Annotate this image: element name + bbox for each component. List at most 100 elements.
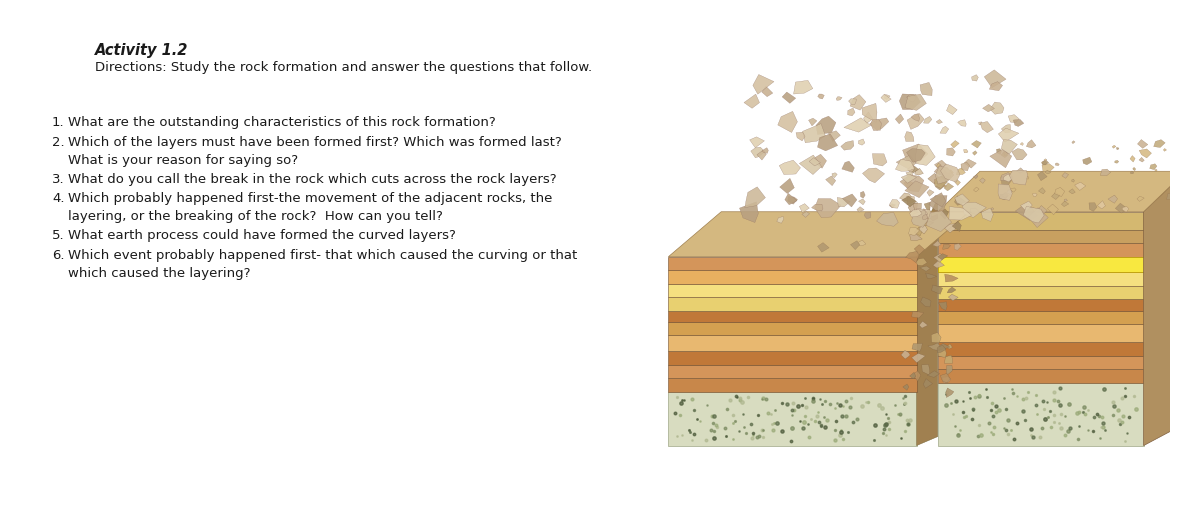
Polygon shape	[905, 181, 929, 198]
Polygon shape	[817, 94, 824, 99]
Polygon shape	[935, 160, 947, 170]
Polygon shape	[901, 196, 917, 207]
Polygon shape	[937, 356, 1144, 369]
Polygon shape	[926, 190, 934, 196]
Polygon shape	[1115, 160, 1118, 163]
Polygon shape	[932, 261, 944, 268]
Polygon shape	[899, 94, 920, 109]
Polygon shape	[931, 332, 941, 343]
Polygon shape	[950, 141, 959, 148]
Polygon shape	[919, 224, 928, 234]
Polygon shape	[946, 388, 954, 398]
Polygon shape	[973, 187, 979, 192]
Polygon shape	[935, 176, 947, 186]
Polygon shape	[937, 299, 1144, 311]
Polygon shape	[908, 227, 919, 236]
Polygon shape	[912, 312, 924, 318]
Polygon shape	[944, 183, 954, 191]
Polygon shape	[938, 343, 949, 350]
Polygon shape	[914, 227, 922, 236]
Polygon shape	[1038, 209, 1044, 214]
Polygon shape	[1009, 170, 1027, 185]
Polygon shape	[910, 234, 923, 241]
Polygon shape	[1170, 140, 1181, 148]
Polygon shape	[983, 104, 995, 112]
Polygon shape	[816, 116, 836, 134]
Text: What is your reason for saying so?: What is your reason for saying so?	[68, 154, 298, 167]
Polygon shape	[1028, 208, 1049, 227]
Polygon shape	[972, 151, 977, 155]
Polygon shape	[1166, 193, 1177, 199]
Polygon shape	[836, 97, 842, 101]
Polygon shape	[947, 344, 953, 349]
Polygon shape	[980, 122, 994, 133]
Polygon shape	[962, 202, 986, 218]
Text: which caused the layering?: which caused the layering?	[68, 267, 251, 280]
Polygon shape	[1000, 194, 1007, 200]
Polygon shape	[971, 208, 979, 215]
Polygon shape	[908, 202, 918, 212]
Polygon shape	[1051, 192, 1060, 199]
Polygon shape	[901, 351, 911, 359]
Polygon shape	[943, 244, 950, 249]
Polygon shape	[896, 155, 916, 169]
Polygon shape	[941, 374, 950, 383]
Polygon shape	[1075, 182, 1086, 191]
Polygon shape	[668, 284, 917, 297]
Polygon shape	[964, 159, 977, 168]
Polygon shape	[942, 377, 950, 382]
Text: What do you call the break in the rock which cuts across the rock layers?: What do you call the break in the rock w…	[68, 173, 557, 186]
Polygon shape	[941, 164, 960, 182]
Polygon shape	[920, 266, 930, 271]
Polygon shape	[1002, 193, 1008, 197]
Polygon shape	[848, 99, 857, 105]
Polygon shape	[1139, 149, 1152, 158]
Polygon shape	[668, 212, 970, 257]
Text: Activity 1.2: Activity 1.2	[95, 43, 188, 58]
Polygon shape	[936, 163, 941, 168]
Polygon shape	[757, 151, 767, 160]
Polygon shape	[1038, 205, 1048, 215]
Polygon shape	[876, 213, 899, 226]
Polygon shape	[1032, 208, 1034, 210]
Polygon shape	[952, 221, 961, 231]
Polygon shape	[946, 365, 953, 376]
Polygon shape	[947, 148, 955, 156]
Polygon shape	[1001, 173, 1013, 181]
Polygon shape	[889, 199, 900, 208]
Polygon shape	[796, 132, 805, 141]
Polygon shape	[828, 131, 840, 142]
Polygon shape	[817, 243, 829, 252]
Polygon shape	[1115, 203, 1128, 213]
Polygon shape	[972, 75, 978, 81]
Polygon shape	[863, 168, 884, 183]
Polygon shape	[1062, 173, 1068, 178]
Polygon shape	[1016, 168, 1024, 173]
Polygon shape	[998, 128, 1019, 142]
Polygon shape	[776, 217, 784, 223]
Polygon shape	[1026, 176, 1028, 179]
Polygon shape	[793, 80, 812, 94]
Polygon shape	[1008, 114, 1019, 123]
Polygon shape	[1154, 169, 1157, 171]
Polygon shape	[937, 171, 1186, 212]
Polygon shape	[1064, 199, 1068, 201]
Polygon shape	[1108, 195, 1117, 203]
Polygon shape	[780, 178, 794, 194]
Polygon shape	[1112, 145, 1116, 148]
Polygon shape	[1061, 201, 1069, 206]
Text: Directions: Study the rock formation and answer the questions that follow.: Directions: Study the rock formation and…	[95, 61, 592, 74]
Polygon shape	[937, 369, 1144, 383]
Polygon shape	[1098, 201, 1105, 209]
Polygon shape	[937, 257, 1144, 272]
Polygon shape	[838, 197, 851, 207]
Polygon shape	[916, 145, 935, 166]
Polygon shape	[739, 202, 758, 222]
Polygon shape	[916, 258, 928, 266]
Polygon shape	[1044, 159, 1046, 161]
Polygon shape	[745, 187, 766, 207]
Polygon shape	[925, 273, 937, 278]
Polygon shape	[826, 176, 835, 185]
Polygon shape	[934, 165, 946, 175]
Polygon shape	[907, 196, 914, 204]
